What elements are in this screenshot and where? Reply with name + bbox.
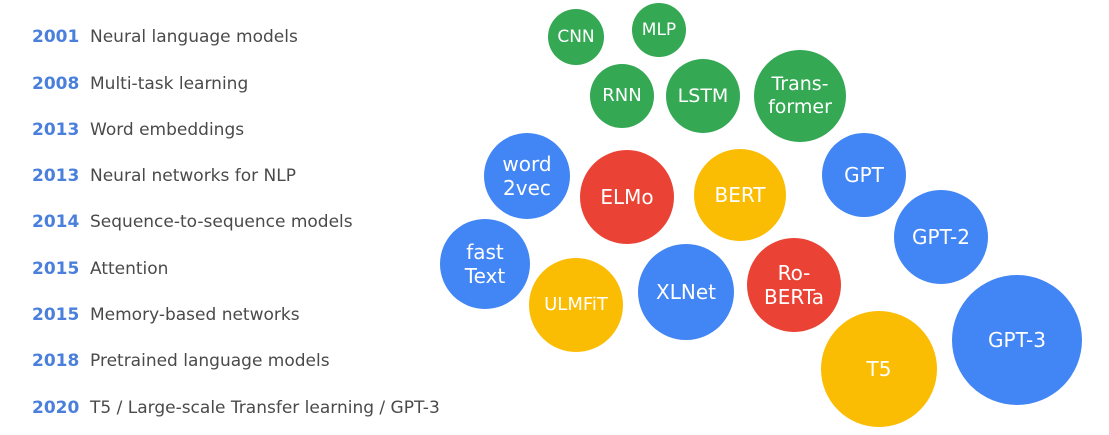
timeline-row: 2001 Neural language models [32, 22, 298, 52]
model-bubble-label: GPT-2 [912, 225, 970, 249]
timeline-year: 2008 [32, 74, 80, 94]
model-bubble-label: T5 [867, 357, 892, 381]
model-bubble-gpt: GPT [822, 133, 906, 217]
model-bubble-transformer: Trans-former [754, 50, 846, 142]
model-bubble-label-line: ULMFiT [544, 294, 608, 316]
model-bubble-label: RNN [602, 85, 641, 107]
timeline-row: 2020 T5 / Large-scale Transfer learning /… [32, 393, 440, 423]
model-bubble-label: MLP [642, 20, 676, 40]
model-bubble-label: word 2vec [502, 152, 551, 200]
timeline-label: Neural networks for NLP [90, 166, 297, 186]
model-bubble-label-line: BERTa [764, 285, 824, 309]
model-bubble-label: ELMo [600, 185, 653, 209]
model-bubble-label-line: XLNet [656, 280, 716, 304]
model-bubble-label-line: T5 [866, 357, 892, 381]
model-bubble-label-line: word [502, 152, 552, 176]
timeline-label: Neural language models [90, 27, 298, 47]
timeline-label: Memory-based networks [90, 305, 300, 325]
timeline-row: 2008 Multi-task learning [32, 69, 248, 99]
model-bubble-label-line: RNN [602, 85, 642, 107]
timeline-label: Multi-task learning [90, 74, 249, 94]
timeline-label: Pretrained language models [90, 351, 330, 371]
model-bubble-label-line: GPT-3 [988, 328, 1046, 352]
timeline-row: 2018 Pretrained language models [32, 346, 330, 376]
model-bubble-label-line: CNN [557, 26, 595, 47]
model-bubble-rnn: RNN [590, 64, 654, 128]
model-bubble-label-line: GPT [844, 163, 884, 187]
model-bubble-xlnet: XLNet [638, 244, 734, 340]
model-bubble-elmo: ELMo [580, 150, 674, 244]
model-bubble-fasttext: fast Text [440, 219, 530, 309]
model-bubble-label-line: fast [466, 240, 504, 264]
timeline-year: 2018 [32, 351, 80, 371]
model-bubble-cnn: CNN [548, 9, 604, 65]
timeline-year: 2001 [32, 27, 80, 47]
model-bubble-label-line: 2vec [503, 176, 551, 200]
timeline-label: T5 / Large-scale Transfer learning / GPT… [90, 398, 440, 418]
timeline-year: 2015 [32, 305, 80, 325]
timeline-label: Attention [90, 259, 169, 279]
model-bubble-label-line: Trans- [771, 73, 829, 96]
model-bubble-label: BERT [714, 183, 765, 207]
timeline-year: 2013 [32, 166, 80, 186]
model-bubble-t5: T5 [821, 311, 937, 427]
model-bubble-label: Ro- BERTa [764, 261, 824, 309]
model-bubble-label: ULMFiT [544, 294, 608, 316]
timeline-year: 2013 [32, 120, 80, 140]
model-bubble-label-line: ELMo [600, 185, 654, 209]
timeline-year: 2020 [32, 398, 80, 418]
model-bubble-word2vec: word 2vec [484, 133, 570, 219]
model-bubble-label-line: former [768, 96, 832, 118]
timeline-list: 2001 Neural language models 2008 Multi-task… [32, 0, 492, 435]
timeline-row: 2014 Sequence-to-sequence models [32, 207, 353, 237]
model-bubble-label-line: Ro- [777, 261, 811, 285]
model-bubble-label: XLNet [656, 280, 716, 304]
model-bubble-label-line: MLP [641, 19, 677, 40]
model-bubble-label-line: BERT [714, 183, 766, 207]
model-bubble-ulmfit: ULMFiT [529, 258, 623, 352]
model-bubble-label-line: GPT-2 [912, 225, 970, 249]
timeline-row: 2013 Neural networks for NLP [32, 161, 296, 191]
model-bubble-label: fast Text [465, 240, 505, 288]
model-bubble-mlp: MLP [632, 3, 686, 57]
model-bubble-gpt3: GPT-3 [952, 275, 1082, 405]
timeline-label: Word embeddings [90, 120, 245, 140]
model-bubble-label: Trans-former [768, 73, 832, 119]
model-bubble-label-line: LSTM [677, 84, 729, 107]
model-bubble-lstm: LSTM [666, 59, 740, 133]
model-bubble-roberta: Ro- BERTa [747, 238, 841, 332]
timeline-row: 2015 Attention [32, 254, 168, 284]
model-bubble-label: GPT [844, 163, 884, 187]
timeline-year: 2014 [32, 212, 80, 232]
timeline-row: 2015 Memory-based networks [32, 300, 300, 330]
model-bubble-label-line: Text [464, 264, 506, 288]
timeline-year: 2015 [32, 259, 80, 279]
timeline-label: Sequence-to-sequence models [90, 212, 353, 232]
model-bubble-label: CNN [557, 27, 594, 47]
model-bubble-label: LSTM [678, 85, 729, 108]
model-bubble-gpt2: GPT-2 [894, 190, 988, 284]
timeline-row: 2013 Word embeddings [32, 115, 244, 145]
model-bubble-bert: BERT [694, 149, 786, 241]
model-bubble-label: GPT-3 [988, 328, 1046, 352]
